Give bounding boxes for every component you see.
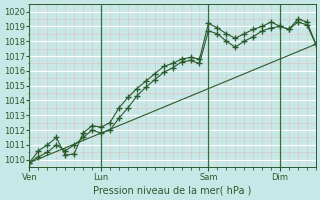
X-axis label: Pression niveau de la mer( hPa ): Pression niveau de la mer( hPa ) (93, 186, 252, 196)
